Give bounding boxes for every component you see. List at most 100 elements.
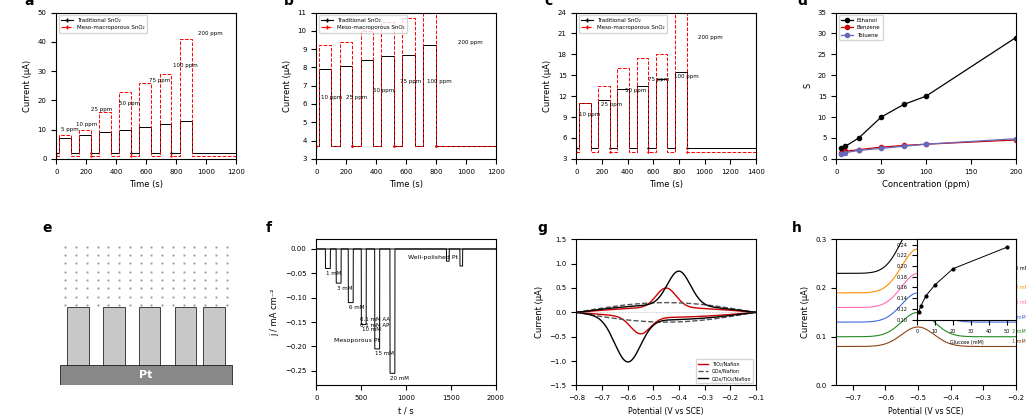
Text: 5 ppm: 5 ppm [61, 127, 79, 132]
5 mM [912, 290, 924, 295]
Line: Benzene: Benzene [839, 138, 1018, 155]
50 mM [944, 263, 956, 268]
Line: Toluene: Toluene [839, 137, 1018, 156]
Toluene [875, 146, 887, 151]
Text: 100 ppm: 100 ppm [427, 79, 451, 84]
GOx/Nafion [570, 310, 583, 315]
Benzene [839, 149, 852, 154]
Text: 3 mM: 3 mM [337, 286, 352, 290]
50 mM [852, 271, 864, 276]
Text: Well-polished Pt: Well-polished Pt [408, 255, 458, 260]
Benzene [920, 142, 933, 147]
Text: 5 mM: 5 mM [1013, 315, 1026, 320]
Text: 6 mM: 6 mM [349, 305, 364, 310]
1 mM [960, 344, 973, 349]
GOx/TiO₂/Nafion [587, 313, 599, 318]
5 mM [944, 315, 956, 320]
20 mM [901, 255, 913, 260]
Line: 2 mM: 2 mM [836, 312, 1016, 337]
Y-axis label: S: S [803, 83, 813, 88]
Ethanol [853, 135, 865, 140]
Y-axis label: Current (μA): Current (μA) [24, 59, 32, 112]
20 mM [889, 274, 901, 279]
TiO₂/Nafion [640, 329, 653, 334]
2 mM [830, 334, 842, 339]
2 mM [912, 310, 924, 315]
Line: 20 mM: 20 mM [836, 249, 1016, 293]
Y-axis label: j / mA cm⁻²: j / mA cm⁻² [271, 289, 279, 336]
Text: 20 mM: 20 mM [1013, 285, 1026, 290]
5 mM [1010, 320, 1022, 325]
GOx/TiO₂/Nafion [598, 321, 610, 326]
Text: 200 ppm: 200 ppm [698, 36, 723, 40]
Toluene [835, 151, 847, 156]
10 mM [944, 300, 956, 305]
1 mM [901, 328, 913, 333]
TiO₂/Nafion [634, 331, 646, 336]
Line: 10 mM: 10 mM [836, 273, 1016, 308]
Text: 25 ppm: 25 ppm [90, 107, 112, 112]
TiO₂/Nafion [598, 312, 610, 317]
TiO₂/Nafion [750, 310, 762, 315]
Text: 10 ppm: 10 ppm [76, 122, 97, 127]
Line: 50 mM: 50 mM [836, 220, 1016, 273]
GOx/Nafion [598, 314, 610, 319]
Line: 1 mM: 1 mM [836, 327, 1016, 347]
Y-axis label: Current (μA): Current (μA) [543, 59, 552, 112]
X-axis label: Potential (V vs SCE): Potential (V vs SCE) [628, 407, 704, 416]
FancyBboxPatch shape [139, 307, 160, 368]
Text: 0.1 mM AA
0.1 mM AP: 0.1 mM AA 0.1 mM AP [360, 317, 390, 328]
Text: 50 ppm: 50 ppm [625, 88, 646, 93]
20 mM [960, 290, 973, 295]
GOx/Nafion [639, 319, 652, 324]
Text: 1 mM: 1 mM [1013, 339, 1026, 344]
Benzene [835, 150, 847, 155]
GOx/TiO₂/Nafion [570, 310, 583, 315]
Text: 50 ppm: 50 ppm [119, 101, 141, 106]
Line: 5 mM: 5 mM [836, 293, 1016, 322]
1 mM [944, 341, 956, 346]
Toluene [898, 144, 910, 149]
Y-axis label: Current (μA): Current (μA) [535, 286, 544, 339]
X-axis label: Time (s): Time (s) [129, 180, 163, 189]
TiO₂/Nafion [643, 326, 656, 331]
2 mM [1010, 334, 1022, 339]
50 mM [912, 217, 924, 222]
Text: a: a [25, 0, 34, 8]
X-axis label: Concentration (ppm): Concentration (ppm) [882, 180, 970, 189]
20 mM [830, 290, 842, 295]
Benzene [853, 147, 865, 152]
50 mM [901, 227, 913, 232]
Legend: Ethanol, Benzene, Toluene: Ethanol, Benzene, Toluene [839, 16, 882, 40]
Text: 15 mM: 15 mM [376, 352, 394, 356]
1 mM [1010, 344, 1022, 349]
20 mM [961, 290, 974, 295]
Benzene [1010, 137, 1022, 142]
Line: Ethanol: Ethanol [839, 36, 1018, 150]
Text: Pt: Pt [140, 370, 153, 380]
5 mM [961, 319, 974, 324]
Text: 1 mM: 1 mM [326, 271, 342, 276]
Toluene [839, 150, 852, 155]
Line: GOx/Nafion: GOx/Nafion [577, 312, 756, 322]
Toluene [853, 148, 865, 153]
Text: 75 ppm: 75 ppm [149, 78, 170, 83]
Text: 75 ppm: 75 ppm [648, 77, 669, 82]
10 mM [852, 305, 864, 310]
Text: 25 ppm: 25 ppm [347, 95, 367, 100]
10 mM [889, 292, 901, 297]
Ethanol [1010, 35, 1022, 40]
Ethanol [920, 93, 933, 98]
Ethanol [898, 102, 910, 107]
Text: 10 mM: 10 mM [362, 327, 381, 332]
Benzene [875, 145, 887, 150]
10 mM [1010, 305, 1022, 310]
Text: g: g [537, 221, 547, 235]
1 mM [889, 337, 901, 342]
10 mM [960, 305, 973, 310]
Text: h: h [792, 221, 801, 235]
Text: Mesoporous Pt: Mesoporous Pt [333, 338, 380, 343]
GOx/TiO₂/Nafion [750, 310, 762, 315]
2 mM [944, 331, 956, 336]
Text: f: f [266, 221, 272, 235]
